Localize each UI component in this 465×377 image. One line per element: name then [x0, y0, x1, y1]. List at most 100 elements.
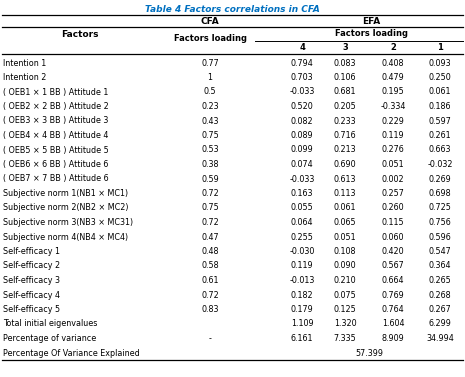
Text: 0.663: 0.663	[429, 146, 451, 155]
Text: 0.794: 0.794	[291, 58, 313, 67]
Text: 0.108: 0.108	[334, 247, 356, 256]
Text: Self-efficacy 4: Self-efficacy 4	[3, 291, 60, 299]
Text: 0.59: 0.59	[201, 175, 219, 184]
Text: Subjective norm 4(NB4 × MC4): Subjective norm 4(NB4 × MC4)	[3, 233, 128, 242]
Text: 0.061: 0.061	[334, 204, 356, 213]
Text: 1.604: 1.604	[382, 319, 404, 328]
Text: 0.23: 0.23	[201, 102, 219, 111]
Text: -0.032: -0.032	[427, 160, 453, 169]
Text: 57.399: 57.399	[355, 348, 383, 357]
Text: 0.698: 0.698	[429, 189, 452, 198]
Text: 0.72: 0.72	[201, 218, 219, 227]
Text: Subjective norm 3(NB3 × MC31): Subjective norm 3(NB3 × MC31)	[3, 218, 133, 227]
Text: 0.074: 0.074	[291, 160, 313, 169]
Text: 0.051: 0.051	[382, 160, 404, 169]
Text: 0.77: 0.77	[201, 58, 219, 67]
Text: -0.334: -0.334	[380, 102, 405, 111]
Text: 0.597: 0.597	[429, 116, 452, 126]
Text: 0.479: 0.479	[382, 73, 405, 82]
Text: 0.233: 0.233	[334, 116, 356, 126]
Text: 0.205: 0.205	[333, 102, 356, 111]
Text: 0.257: 0.257	[382, 189, 405, 198]
Text: 0.250: 0.250	[429, 73, 452, 82]
Text: 0.53: 0.53	[201, 146, 219, 155]
Text: ( OEB5 × 5 BB ) Attitude 5: ( OEB5 × 5 BB ) Attitude 5	[3, 146, 109, 155]
Text: 0.75: 0.75	[201, 131, 219, 140]
Text: -0.033: -0.033	[289, 87, 315, 97]
Text: 3: 3	[342, 43, 348, 52]
Text: 0.690: 0.690	[334, 160, 356, 169]
Text: Self-efficacy 5: Self-efficacy 5	[3, 305, 60, 314]
Text: Factors: Factors	[61, 30, 99, 39]
Text: 0.186: 0.186	[429, 102, 451, 111]
Text: 0.613: 0.613	[334, 175, 356, 184]
Text: 0.72: 0.72	[201, 291, 219, 299]
Text: 0.567: 0.567	[382, 262, 405, 271]
Text: 0.099: 0.099	[291, 146, 313, 155]
Text: 0.089: 0.089	[291, 131, 313, 140]
Text: 0.179: 0.179	[291, 305, 313, 314]
Text: Percentage Of Variance Explained: Percentage Of Variance Explained	[3, 348, 140, 357]
Text: 0.703: 0.703	[291, 73, 313, 82]
Text: 6.299: 6.299	[429, 319, 452, 328]
Text: 0.261: 0.261	[429, 131, 452, 140]
Text: 1.320: 1.320	[334, 319, 356, 328]
Text: EFA: EFA	[362, 17, 380, 26]
Text: ( OEB1 × 1 BB ) Attitude 1: ( OEB1 × 1 BB ) Attitude 1	[3, 87, 108, 97]
Text: 6.161: 6.161	[291, 334, 313, 343]
Text: 0.5: 0.5	[204, 87, 216, 97]
Text: Factors loading: Factors loading	[173, 34, 246, 43]
Text: 0.163: 0.163	[291, 189, 313, 198]
Text: Intention 1: Intention 1	[3, 58, 46, 67]
Text: ( OEB3 × 3 BB ) Attitude 3: ( OEB3 × 3 BB ) Attitude 3	[3, 116, 108, 126]
Text: Total initial eigenvalues: Total initial eigenvalues	[3, 319, 97, 328]
Text: 0.83: 0.83	[201, 305, 219, 314]
Text: ( OEB2 × 2 BB ) Attitude 2: ( OEB2 × 2 BB ) Attitude 2	[3, 102, 109, 111]
Text: 0.182: 0.182	[291, 291, 313, 299]
Text: 0.002: 0.002	[382, 175, 404, 184]
Text: 0.268: 0.268	[429, 291, 452, 299]
Text: 0.769: 0.769	[382, 291, 405, 299]
Text: 0.72: 0.72	[201, 189, 219, 198]
Text: 0.106: 0.106	[334, 73, 356, 82]
Text: 1: 1	[437, 43, 443, 52]
Text: 0.061: 0.061	[429, 87, 451, 97]
Text: 0.520: 0.520	[291, 102, 313, 111]
Text: 0.115: 0.115	[382, 218, 404, 227]
Text: 34.994: 34.994	[426, 334, 454, 343]
Text: 0.210: 0.210	[334, 276, 356, 285]
Text: 0.267: 0.267	[429, 305, 452, 314]
Text: -: -	[209, 334, 212, 343]
Text: 0.38: 0.38	[201, 160, 219, 169]
Text: 0.051: 0.051	[334, 233, 356, 242]
Text: 0.064: 0.064	[291, 218, 313, 227]
Text: 0.065: 0.065	[334, 218, 356, 227]
Text: 8.909: 8.909	[382, 334, 405, 343]
Text: 0.596: 0.596	[429, 233, 452, 242]
Text: 0.213: 0.213	[334, 146, 356, 155]
Text: Self-efficacy 3: Self-efficacy 3	[3, 276, 60, 285]
Text: 0.420: 0.420	[382, 247, 404, 256]
Text: 0.408: 0.408	[382, 58, 404, 67]
Text: Table 4 Factors correlations in CFA: Table 4 Factors correlations in CFA	[145, 5, 319, 14]
Text: Factors loading: Factors loading	[334, 29, 407, 38]
Text: 0.725: 0.725	[429, 204, 452, 213]
Text: 0.269: 0.269	[429, 175, 452, 184]
Text: 0.229: 0.229	[382, 116, 405, 126]
Text: ( OEB6 × 6 BB ) Attitude 6: ( OEB6 × 6 BB ) Attitude 6	[3, 160, 108, 169]
Text: 0.716: 0.716	[334, 131, 356, 140]
Text: 0.255: 0.255	[291, 233, 313, 242]
Text: 0.093: 0.093	[429, 58, 452, 67]
Text: -0.033: -0.033	[289, 175, 315, 184]
Text: Percentage of variance: Percentage of variance	[3, 334, 96, 343]
Text: 4: 4	[299, 43, 305, 52]
Text: 0.082: 0.082	[291, 116, 313, 126]
Text: 0.260: 0.260	[382, 204, 404, 213]
Text: 0.47: 0.47	[201, 233, 219, 242]
Text: 0.75: 0.75	[201, 204, 219, 213]
Text: 0.681: 0.681	[334, 87, 356, 97]
Text: Subjective norm 1(NB1 × MC1): Subjective norm 1(NB1 × MC1)	[3, 189, 128, 198]
Text: 0.61: 0.61	[201, 276, 219, 285]
Text: 0.125: 0.125	[333, 305, 356, 314]
Text: 0.364: 0.364	[429, 262, 451, 271]
